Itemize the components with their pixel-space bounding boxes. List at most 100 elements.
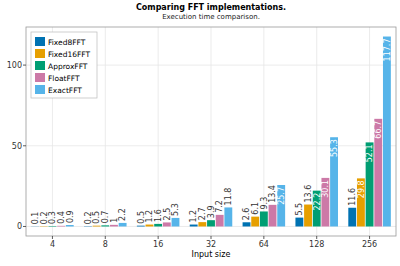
bar	[277, 185, 285, 226]
x-tick	[316, 236, 317, 239]
data-label: 0.3	[48, 211, 57, 224]
bar	[190, 225, 198, 227]
data-label: 0.2	[84, 211, 93, 224]
bar	[321, 178, 329, 227]
data-label: 2.6	[242, 208, 251, 221]
legend-swatch	[35, 61, 45, 70]
legend-label: FloatFFT	[48, 74, 80, 83]
y-tick-label: 50	[12, 142, 22, 151]
data-label: 1.6	[154, 209, 163, 222]
x-tick	[105, 236, 106, 239]
data-label: 11.6	[348, 188, 357, 206]
data-label: 5.5	[295, 203, 304, 216]
bar	[216, 215, 224, 227]
bar	[163, 222, 171, 226]
data-label: 117.7	[383, 39, 392, 62]
bar	[146, 225, 154, 227]
data-label: 9.3	[260, 197, 269, 210]
data-label: 3.9	[207, 205, 216, 218]
data-label: 0.4	[57, 211, 66, 224]
bar	[348, 208, 356, 227]
x-tick	[211, 236, 212, 239]
legend: Fixed8FFT Fixed16FFT ApproxFFT FloatFFT Exac…	[31, 32, 97, 98]
bar	[48, 225, 56, 226]
legend-label: ExactFFT	[48, 86, 82, 95]
data-label: 0.5	[92, 211, 101, 224]
bar	[66, 225, 74, 226]
data-label: 52.1	[365, 144, 374, 162]
grid-line-x	[211, 27, 212, 236]
title: Comparing FFT implementations.	[136, 3, 286, 12]
data-label: 30.1	[321, 180, 330, 198]
bar	[251, 217, 259, 227]
bar	[366, 142, 374, 226]
bars	[31, 37, 391, 227]
data-label: 13.6	[304, 185, 313, 203]
bar	[110, 225, 118, 227]
legend-swatch	[35, 73, 45, 82]
x-tick	[158, 236, 159, 239]
bar	[207, 220, 215, 226]
legend-swatch	[35, 37, 45, 46]
x-tick-label: 256	[362, 240, 377, 249]
chart: Comparing FFT implementations.Execution …	[0, 0, 400, 266]
legend-label: Fixed8FFT	[48, 38, 86, 47]
bar	[154, 224, 162, 227]
bar	[243, 222, 251, 226]
data-labels: 0.10.20.51.22.65.511.60.20.51.22.76.113.…	[31, 39, 392, 225]
bar	[330, 137, 338, 226]
x-tick-label: 4	[50, 240, 55, 249]
data-label: 1.2	[145, 210, 154, 223]
legend-box	[31, 32, 97, 98]
bar	[57, 225, 65, 227]
bar	[304, 205, 312, 227]
data-label: 2.7	[198, 207, 207, 220]
bar	[374, 119, 382, 227]
data-label: 13.4	[268, 185, 277, 203]
bar	[119, 223, 127, 227]
x-tick	[52, 236, 53, 239]
legend-swatch	[35, 49, 45, 58]
bar	[84, 226, 92, 227]
bar	[93, 225, 101, 227]
x-axis-label: Input size	[192, 250, 231, 259]
x-tick-label: 32	[206, 240, 216, 249]
x-tick	[263, 236, 264, 239]
data-label: 5.3	[171, 203, 180, 216]
bar	[40, 226, 48, 227]
x-tick-label: 16	[153, 240, 163, 249]
data-label: 29.8	[357, 180, 366, 198]
grid-line-x	[158, 27, 159, 236]
data-label: 1.2	[189, 210, 198, 223]
bar	[269, 205, 277, 227]
data-label: 22.2	[313, 193, 322, 211]
y-tick	[23, 145, 26, 146]
data-label: 25.7	[277, 187, 286, 205]
data-label: 7.2	[215, 200, 224, 213]
data-label: 66.7	[374, 121, 383, 139]
data-label: 11.8	[224, 188, 233, 206]
bar	[198, 222, 206, 226]
data-label: 55.3	[330, 139, 339, 157]
legend-swatch	[35, 85, 45, 94]
y-tick-label: 100	[7, 61, 22, 70]
subtitle: Execution time comparison.	[162, 13, 260, 21]
data-label: 0.1	[31, 212, 40, 225]
x-tick-label: 128	[309, 240, 324, 249]
data-label: 6.1	[251, 202, 260, 215]
data-label: 2.2	[118, 208, 127, 221]
plot-frame	[26, 27, 396, 236]
data-label: 2.5	[163, 208, 172, 221]
y-tick	[23, 226, 26, 227]
bar	[295, 218, 303, 227]
bar	[313, 191, 321, 227]
bar	[224, 207, 232, 226]
data-label: 0.5	[137, 211, 146, 224]
x-tick	[369, 236, 370, 239]
bar	[357, 178, 365, 226]
bar	[172, 218, 180, 227]
legend-label: ApproxFFT	[48, 62, 88, 71]
x-tick-label: 8	[103, 240, 108, 249]
legend-label: Fixed16FFT	[48, 50, 90, 59]
bar	[31, 226, 39, 227]
